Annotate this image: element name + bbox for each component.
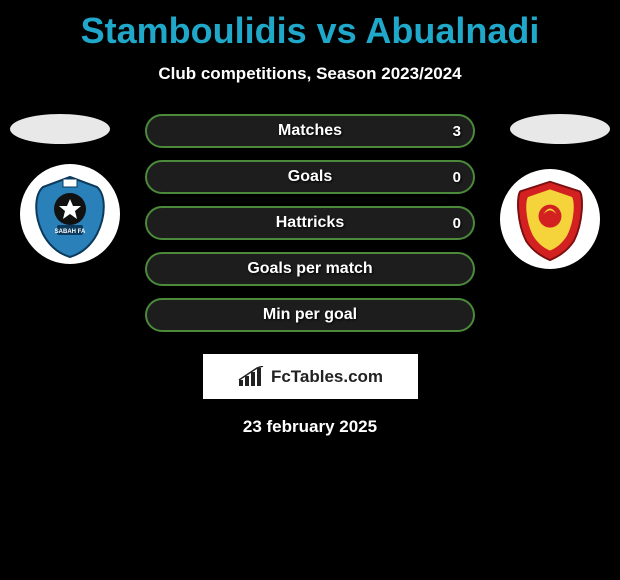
stat-right-value: 0 bbox=[453, 215, 461, 232]
crest-icon bbox=[507, 176, 593, 262]
stat-label: Goals per match bbox=[247, 260, 372, 278]
subtitle: Club competitions, Season 2023/2024 bbox=[0, 64, 620, 84]
stat-row-hattricks: Hattricks 0 bbox=[145, 206, 475, 240]
player-avatar-left bbox=[10, 114, 110, 144]
stat-label: Goals bbox=[288, 168, 332, 186]
brand-badge: FcTables.com bbox=[203, 354, 418, 399]
stat-label: Matches bbox=[278, 122, 342, 140]
svg-text:SABAH FA: SABAH FA bbox=[55, 229, 86, 235]
brand-text: FcTables.com bbox=[271, 367, 383, 387]
stat-row-goals: Goals 0 bbox=[145, 160, 475, 194]
stat-row-matches: Matches 3 bbox=[145, 114, 475, 148]
club-logo-right bbox=[500, 169, 600, 269]
stat-row-gpm: Goals per match bbox=[145, 252, 475, 286]
stat-label: Hattricks bbox=[276, 214, 344, 232]
stat-right-value: 0 bbox=[453, 169, 461, 186]
date-label: 23 february 2025 bbox=[0, 417, 620, 437]
club-logo-left: SABAH FA bbox=[20, 164, 120, 264]
stat-label: Min per goal bbox=[263, 306, 357, 324]
player-avatar-right bbox=[510, 114, 610, 144]
stat-right-value: 3 bbox=[453, 123, 461, 140]
shield-icon: SABAH FA bbox=[25, 169, 115, 259]
comparison-panel: SABAH FA Matches 3 Goals 0 Hattricks 0 bbox=[0, 114, 620, 437]
bars-icon bbox=[237, 366, 265, 388]
stats-list: Matches 3 Goals 0 Hattricks 0 Goals per … bbox=[145, 114, 475, 332]
stat-row-mpg: Min per goal bbox=[145, 298, 475, 332]
page-title: Stamboulidis vs Abualnadi bbox=[0, 0, 620, 52]
